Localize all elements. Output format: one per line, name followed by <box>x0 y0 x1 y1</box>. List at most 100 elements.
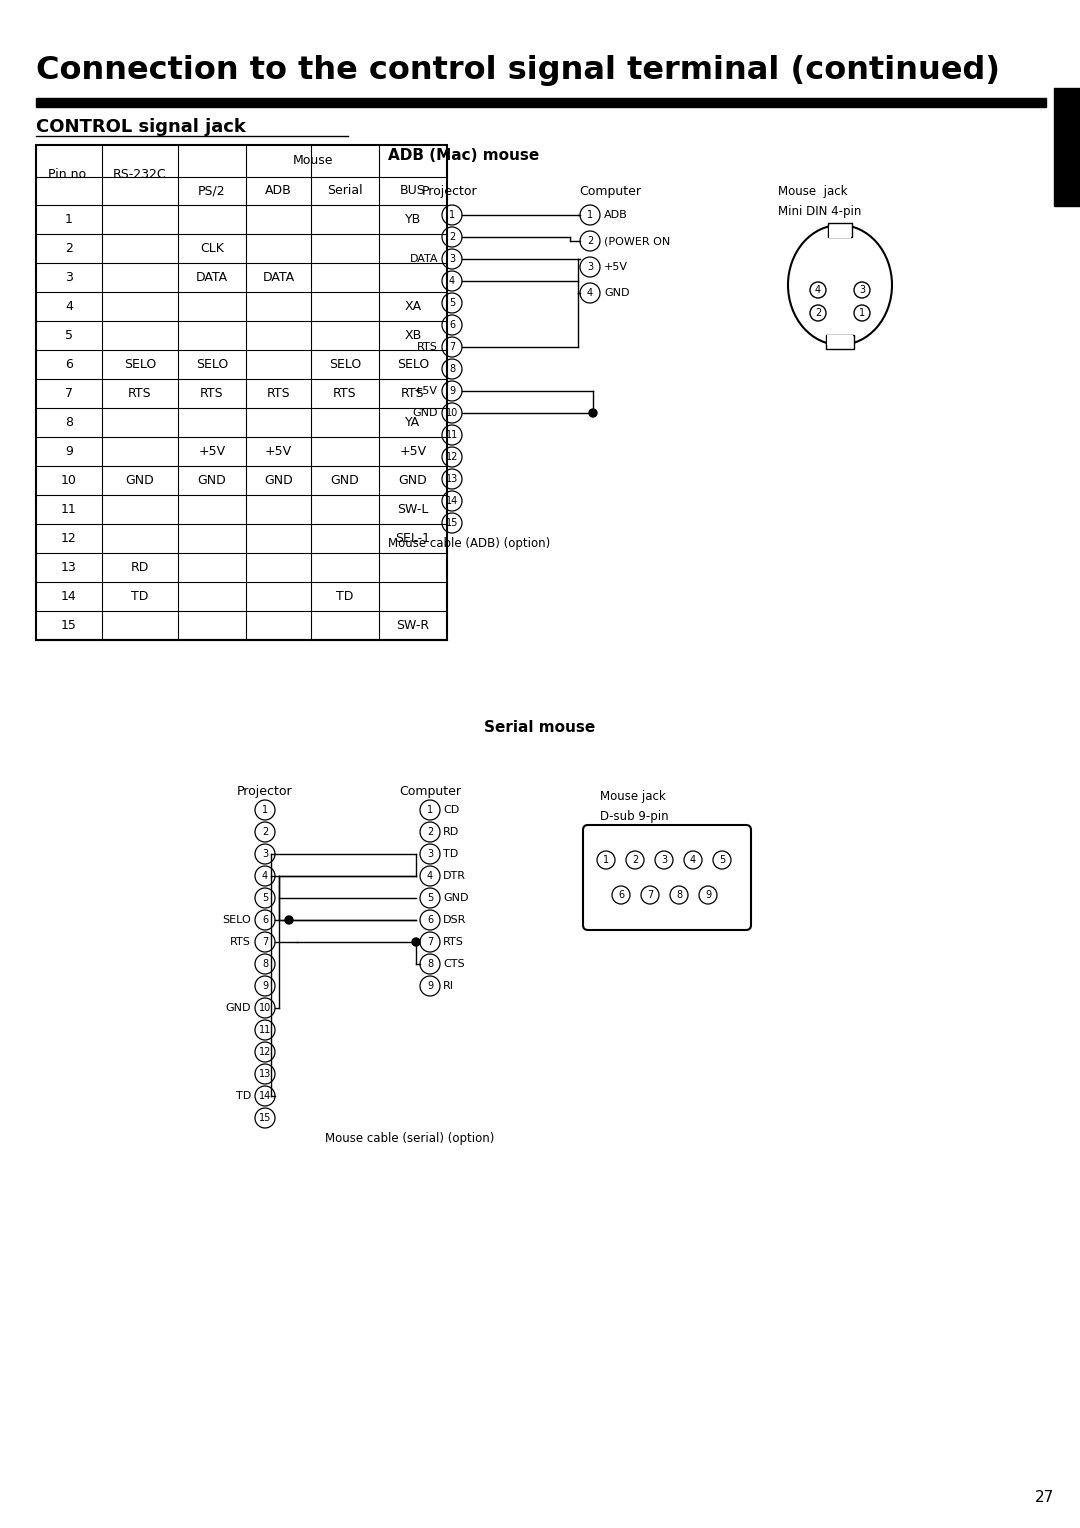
Text: ADB: ADB <box>265 185 292 197</box>
Text: Serial mouse: Serial mouse <box>484 720 596 735</box>
Text: 1: 1 <box>449 209 455 220</box>
Text: GND: GND <box>413 408 438 419</box>
Text: Mini DIN 4-pin: Mini DIN 4-pin <box>778 205 862 219</box>
Text: RS-232C: RS-232C <box>113 168 166 182</box>
Text: 6: 6 <box>65 358 73 371</box>
Bar <box>829 226 851 238</box>
Text: RTS: RTS <box>443 937 464 947</box>
Bar <box>826 335 854 348</box>
Text: +5V: +5V <box>604 261 627 272</box>
Text: RTS: RTS <box>401 387 424 400</box>
Text: 5: 5 <box>719 856 725 865</box>
Text: SELO: SELO <box>124 358 157 371</box>
Text: 13: 13 <box>446 474 458 484</box>
Text: Mouse: Mouse <box>293 154 333 168</box>
Text: 1: 1 <box>586 209 593 220</box>
Text: 4: 4 <box>65 299 73 313</box>
Text: 9: 9 <box>65 445 73 458</box>
Text: Connection to the control signal terminal (continued): Connection to the control signal termina… <box>36 55 1000 86</box>
Text: XA: XA <box>404 299 421 313</box>
Text: 3: 3 <box>427 850 433 859</box>
Text: 4: 4 <box>586 287 593 298</box>
Text: Serial: Serial <box>327 185 363 197</box>
Text: 7: 7 <box>261 937 268 947</box>
Text: 1: 1 <box>65 212 73 226</box>
Text: 3: 3 <box>661 856 667 865</box>
Text: YA: YA <box>405 416 420 429</box>
Text: Computer: Computer <box>579 185 642 199</box>
Text: CLK: CLK <box>200 241 224 255</box>
Text: ADB: ADB <box>604 209 627 220</box>
Text: TD: TD <box>132 590 149 604</box>
Bar <box>36 98 1047 107</box>
Text: 11: 11 <box>259 1025 271 1034</box>
Text: RTS: RTS <box>417 342 438 351</box>
Text: 8: 8 <box>449 364 455 374</box>
Text: CD: CD <box>443 805 459 814</box>
Text: SELO: SELO <box>222 915 251 924</box>
Text: 5: 5 <box>427 892 433 903</box>
Text: 13: 13 <box>259 1070 271 1079</box>
Text: 6: 6 <box>449 319 455 330</box>
Text: Projector: Projector <box>238 785 293 798</box>
Circle shape <box>285 915 293 924</box>
Text: 2: 2 <box>449 232 455 241</box>
Text: +5V: +5V <box>199 445 226 458</box>
Text: RTS: RTS <box>334 387 356 400</box>
Text: 12: 12 <box>259 1047 271 1057</box>
Text: 11: 11 <box>446 429 458 440</box>
Text: TD: TD <box>443 850 458 859</box>
Text: DATA: DATA <box>195 270 228 284</box>
Text: 2: 2 <box>586 235 593 246</box>
Text: 4: 4 <box>815 286 821 295</box>
Text: GND: GND <box>226 1002 251 1013</box>
Text: RD: RD <box>131 561 149 575</box>
Ellipse shape <box>788 225 892 345</box>
Text: Pin no.: Pin no. <box>49 168 90 182</box>
Bar <box>1054 89 1080 206</box>
Text: 5: 5 <box>65 329 73 342</box>
Text: SELO: SELO <box>396 358 429 371</box>
Text: 7: 7 <box>449 342 455 351</box>
Bar <box>828 223 852 237</box>
Text: CTS: CTS <box>443 960 464 969</box>
Text: GND: GND <box>125 474 154 487</box>
Text: 5: 5 <box>261 892 268 903</box>
Text: 1: 1 <box>427 805 433 814</box>
Text: (POWER ON: (POWER ON <box>604 235 671 246</box>
Text: GND: GND <box>265 474 293 487</box>
Text: 11: 11 <box>62 503 77 516</box>
Text: 15: 15 <box>259 1112 271 1123</box>
Text: Computer: Computer <box>399 785 461 798</box>
Text: RI: RI <box>443 981 454 992</box>
Text: 4: 4 <box>427 871 433 882</box>
Text: Projector: Projector <box>422 185 477 199</box>
Text: SW-L: SW-L <box>397 503 429 516</box>
Text: 12: 12 <box>446 452 458 461</box>
Bar <box>827 335 853 345</box>
Text: SEL-1: SEL-1 <box>395 532 431 545</box>
Text: BUS: BUS <box>400 185 426 197</box>
Text: 14: 14 <box>446 497 458 506</box>
Text: +5V: +5V <box>400 445 427 458</box>
Text: 27: 27 <box>1036 1490 1055 1505</box>
Text: 13: 13 <box>62 561 77 575</box>
Text: DATA: DATA <box>409 254 438 264</box>
Text: GND: GND <box>399 474 428 487</box>
Text: DTR: DTR <box>443 871 465 882</box>
Text: 8: 8 <box>676 889 683 900</box>
Text: 1: 1 <box>262 805 268 814</box>
Text: +5V: +5V <box>265 445 292 458</box>
Circle shape <box>411 938 420 946</box>
Text: 9: 9 <box>705 889 711 900</box>
Text: 14: 14 <box>62 590 77 604</box>
Text: 3: 3 <box>449 254 455 264</box>
Text: 6: 6 <box>427 915 433 924</box>
Circle shape <box>589 410 597 417</box>
Text: 3: 3 <box>262 850 268 859</box>
Text: Mouse cable (serial) (option): Mouse cable (serial) (option) <box>325 1132 495 1144</box>
Text: 2: 2 <box>261 827 268 837</box>
Text: 10: 10 <box>259 1002 271 1013</box>
Text: 6: 6 <box>262 915 268 924</box>
Text: RTS: RTS <box>200 387 224 400</box>
